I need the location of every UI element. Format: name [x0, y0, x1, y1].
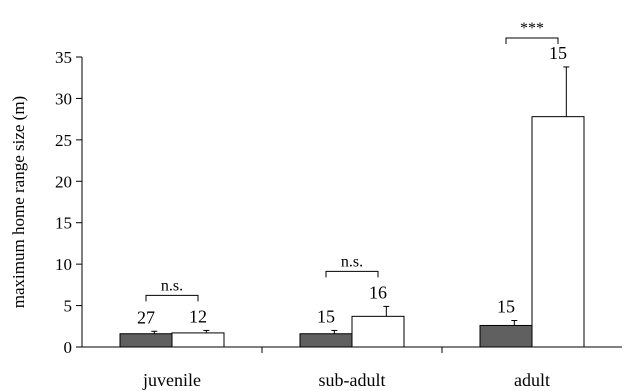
sample-size-label: 16: [369, 282, 387, 302]
y-tick-label: 30: [55, 89, 72, 108]
y-axis-label: maximum home range size (m): [9, 96, 28, 308]
bar: [171, 332, 225, 348]
significance-bracket: [325, 270, 379, 278]
x-tick-label: juvenile: [142, 370, 201, 390]
significance-label: ***: [520, 20, 544, 37]
bar: [531, 116, 585, 348]
sample-size-label: 15: [497, 296, 515, 316]
y-tick-label: 15: [55, 214, 72, 233]
y-tick-label: 25: [55, 131, 72, 150]
bar: [479, 324, 533, 348]
x-tick-label: sub-adult: [319, 370, 386, 390]
sample-size-label: 15: [549, 43, 567, 63]
significance-label: n.s.: [341, 253, 363, 270]
bar: [119, 333, 173, 348]
annotations: 27 12 n.s. 15 16 n.s. 15 15 ***: [137, 20, 567, 327]
significance-label: n.s.: [161, 277, 183, 294]
significance-bracket: [145, 294, 199, 302]
y-tick-label: 5: [64, 297, 73, 316]
bars: [119, 66, 585, 348]
y-tick-label: 35: [55, 48, 72, 67]
y-tick-label: 0: [64, 338, 73, 357]
bar: [299, 333, 353, 348]
sample-size-label: 27: [137, 307, 155, 327]
y-ticks: 0 5 10 15 20 25 30 35: [55, 48, 82, 357]
y-tick-label: 20: [55, 172, 72, 191]
sample-size-label: 12: [189, 306, 207, 326]
x-tick-label: adult: [514, 370, 550, 390]
y-tick-label: 10: [55, 255, 72, 274]
significance-bracket: [505, 37, 559, 44]
bar: [351, 315, 405, 348]
sample-size-label: 15: [317, 306, 335, 326]
